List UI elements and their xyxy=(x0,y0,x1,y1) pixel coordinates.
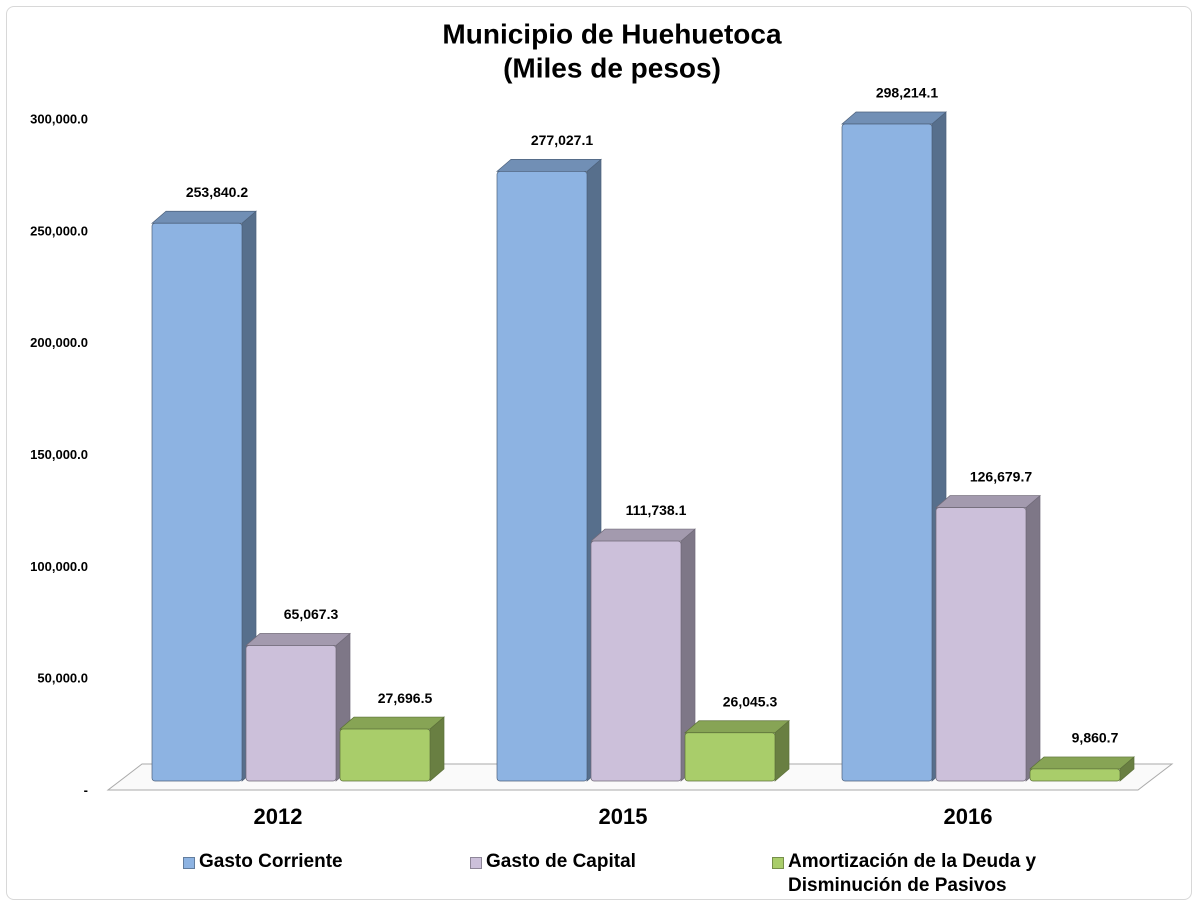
data-label: 253,840.2 xyxy=(186,184,248,200)
y-tick-label: 250,000.0 xyxy=(30,223,88,238)
x-tick-label: 2015 xyxy=(599,804,648,829)
bar xyxy=(841,111,947,782)
data-label: 9,860.7 xyxy=(1072,730,1119,746)
data-label: 277,027.1 xyxy=(531,132,593,148)
data-label: 27,696.5 xyxy=(378,690,433,706)
legend-item: Gasto de Capital xyxy=(470,850,730,874)
bar xyxy=(151,210,257,782)
y-tick-label: 50,000.0 xyxy=(37,671,88,686)
y-tick-label: 150,000.0 xyxy=(30,447,88,462)
chart-subtitle: (Miles de pesos) xyxy=(503,52,721,83)
y-tick-label: 300,000.0 xyxy=(30,111,88,126)
data-label: 126,679.7 xyxy=(970,468,1032,484)
legend-label: Gasto de Capital xyxy=(486,851,636,872)
data-label: 65,067.3 xyxy=(284,606,339,622)
frame xyxy=(6,6,1192,900)
bar xyxy=(245,632,351,782)
data-label: 111,738.1 xyxy=(626,502,687,518)
x-tick-label: 2012 xyxy=(254,804,303,829)
bar xyxy=(684,719,790,782)
y-tick-label: 200,000.0 xyxy=(30,335,88,350)
y-tick-label: 100,000.0 xyxy=(30,559,88,574)
legend-label: Amortización de la Deuda y Disminución d… xyxy=(788,851,1037,896)
legend-swatch xyxy=(772,857,784,869)
bar xyxy=(590,528,696,782)
legend-item: Gasto Corriente xyxy=(183,850,443,874)
legend: Gasto Corriente Gasto de Capital Amortizac… xyxy=(0,850,1200,900)
y-tick-label: - xyxy=(84,782,88,797)
data-label: 26,045.3 xyxy=(723,693,778,709)
bar xyxy=(496,158,602,782)
bar xyxy=(339,716,445,782)
legend-swatch xyxy=(183,857,195,869)
x-tick-label: 2016 xyxy=(944,804,993,829)
bar xyxy=(935,494,1041,782)
legend-item: Amortización de la Deuda y Disminución d… xyxy=(772,850,1092,898)
legend-label: Gasto Corriente xyxy=(199,851,343,872)
data-label: 298,214.1 xyxy=(876,85,938,101)
bar xyxy=(1029,756,1135,782)
chart-title: Municipio de Huehuetoca xyxy=(442,18,782,49)
legend-swatch xyxy=(470,857,482,869)
